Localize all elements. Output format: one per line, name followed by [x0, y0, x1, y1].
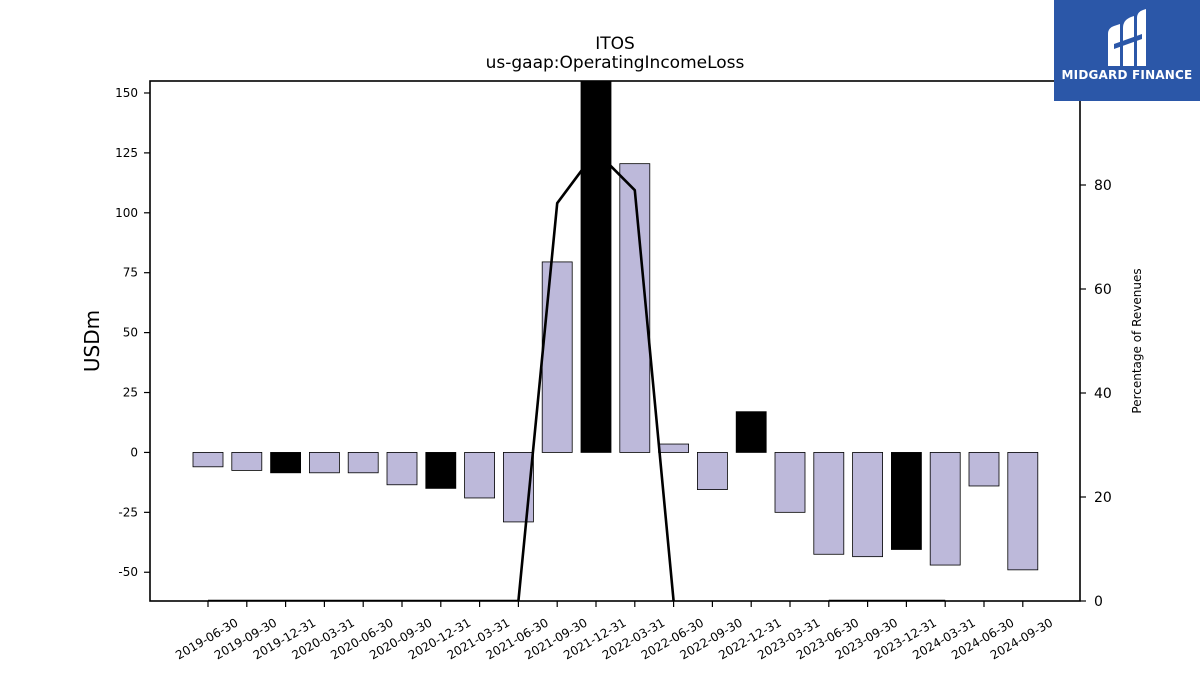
y-tick-label: 0	[130, 445, 138, 459]
bar-2024-03-31	[929, 452, 961, 566]
bar-2019-12-31	[270, 452, 302, 474]
bar-2019-09-30	[231, 452, 263, 471]
y2-tick-label: 80	[1094, 178, 1112, 194]
bar-2023-06-30	[813, 452, 845, 555]
y2-tick-label: 20	[1094, 490, 1112, 506]
bar-2024-09-30	[1007, 452, 1039, 571]
y-tick-label: 100	[115, 206, 138, 220]
y2-tick-label: 40	[1094, 386, 1112, 402]
bar-2023-12-31	[891, 452, 922, 550]
bar-2021-09-30	[541, 261, 573, 453]
y-tick-label: 25	[123, 386, 138, 400]
midgard-logo-icon	[1108, 9, 1146, 66]
bar-2020-09-30	[386, 452, 418, 486]
bar-2020-12-31	[425, 452, 457, 489]
y2-tick-label: 0	[1094, 594, 1103, 610]
bar-2021-03-31	[464, 452, 496, 499]
bar-2020-06-30	[347, 452, 379, 474]
bar-2019-06-30	[192, 452, 224, 468]
percentage-point-2022-12-31	[749, 443, 753, 447]
bar-2022-06-30	[658, 443, 689, 453]
bar-2023-03-31	[774, 452, 806, 513]
bar-2023-09-30	[852, 452, 883, 558]
bar-2022-12-31	[735, 411, 767, 453]
bar-2022-09-30	[697, 452, 728, 490]
y-tick-label: -25	[118, 505, 138, 519]
chart-subtitle: us-gaap:OperatingIncomeLoss	[486, 53, 745, 73]
y-axis-label: USDm	[80, 310, 104, 372]
y-tick-label: 75	[123, 266, 138, 280]
midgard-finance-logo: MIDGARD FINANCE	[1054, 0, 1200, 101]
y2-tick-label: 60	[1094, 282, 1112, 298]
percentage-line-segment-0	[208, 149, 675, 601]
y-tick-label: -50	[118, 565, 138, 579]
bar-2024-06-30	[968, 452, 1000, 487]
y-tick-label: 50	[123, 326, 138, 340]
bar-2020-03-31	[308, 452, 340, 474]
bar-2021-12-31	[580, 81, 612, 453]
chart-title: ITOS	[595, 34, 635, 54]
y-tick-label: 150	[115, 86, 138, 100]
plot-frame	[149, 80, 1081, 602]
logo-text: MIDGARD FINANCE	[1061, 68, 1193, 82]
y-tick-label: 125	[115, 146, 138, 160]
y2-axis-label: Percentage of Revenues	[1130, 268, 1144, 413]
